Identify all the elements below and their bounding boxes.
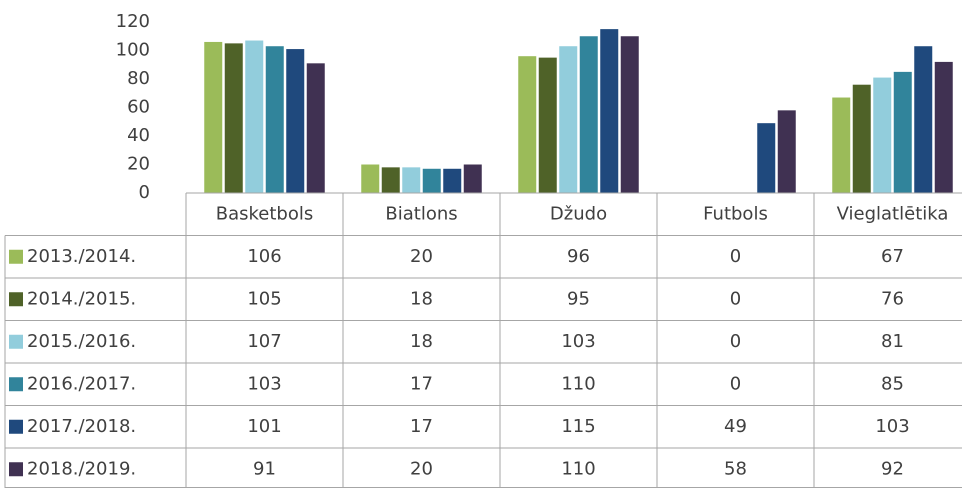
bar [204,41,223,194]
legend-swatch [9,377,23,392]
bar [873,77,892,193]
x-tick-label: Džudo [550,203,607,224]
table-cell: 0 [730,373,741,394]
table-cell: 115 [561,416,595,437]
table-cell: 107 [247,331,281,352]
y-tick-label: 0 [139,182,150,203]
bar [777,110,796,193]
bar [224,43,243,193]
table-cell: 0 [730,246,741,267]
table-cell: 92 [881,458,904,479]
table-cell: 20 [410,246,433,267]
table-cell: 58 [724,458,747,479]
table-cell: 67 [881,246,904,267]
x-tick-label: Biatlons [385,203,457,224]
legend-swatch [9,462,23,477]
table-cell: 91 [253,458,276,479]
table-cell: 17 [410,373,433,394]
bar [914,46,933,193]
bar [518,56,537,194]
legend-swatch [9,292,23,307]
y-tick-label: 80 [127,68,150,89]
bar [852,84,871,193]
bar [463,164,482,193]
table-cell: 96 [567,246,590,267]
legend-label: 2018./2019. [27,458,136,479]
table-cell: 101 [247,416,281,437]
table-cell: 20 [410,458,433,479]
legend-label: 2016./2017. [27,373,136,394]
bar [265,46,284,193]
y-tick-label: 40 [127,125,150,146]
bar [832,97,851,193]
bar [620,36,639,193]
x-tick-label: Futbols [703,203,768,224]
table-cell: 0 [730,288,741,309]
table-cell: 103 [247,373,281,394]
y-tick-label: 120 [116,11,150,32]
bar [579,36,598,193]
bar [893,71,912,193]
bar [559,46,578,193]
bar [538,57,557,193]
table-cell: 110 [561,458,595,479]
table-cell: 49 [724,416,747,437]
table-cell: 0 [730,331,741,352]
bar [381,167,400,193]
table-cell: 85 [881,373,904,394]
bar [422,168,441,193]
table-cell: 17 [410,416,433,437]
table-cell: 18 [410,288,433,309]
x-tick-label: Vieglatlētika [837,203,949,224]
table-cell: 81 [881,331,904,352]
legend-swatch [9,419,23,434]
legend-swatch [9,334,23,349]
bar [402,167,421,193]
bar [286,49,305,194]
table-cell: 106 [247,246,281,267]
bar [361,164,380,193]
bar [757,123,776,193]
bar [306,63,325,194]
legend-label: 2017./2018. [27,416,136,437]
table-cell: 18 [410,331,433,352]
table-cell: 103 [561,331,595,352]
y-tick-label: 100 [116,40,150,61]
table-cell: 103 [875,416,909,437]
bar [443,168,462,193]
table-cell: 110 [561,373,595,394]
y-tick-label: 20 [127,154,150,175]
bar [934,61,953,194]
table-cell: 95 [567,288,590,309]
bar [245,40,264,194]
y-tick-label: 60 [127,97,150,118]
bar [600,29,619,193]
legend-label: 2014./2015. [27,288,136,309]
table-cell: 105 [247,288,281,309]
legend-label: 2013./2014. [27,246,136,267]
legend-swatch [9,249,23,264]
legend-label: 2015./2016. [27,331,136,352]
x-tick-label: Basketbols [216,203,314,224]
table-cell: 76 [881,288,904,309]
